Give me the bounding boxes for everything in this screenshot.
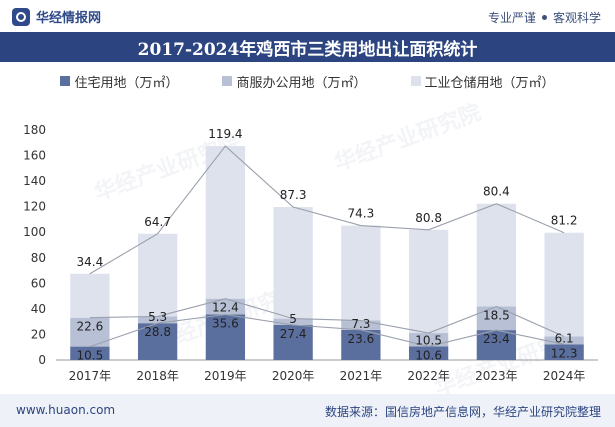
bar-segment [70,273,110,318]
data-label: 74.3 [348,207,375,221]
legend-item-commercial: 商服办公用地（万㎡） [222,72,367,91]
data-label: 10.6 [415,348,442,362]
slogan-left: 专业严谨 [487,11,536,25]
title-bar: 2017-2024年鸡西市三类用地出让面积统计 [0,32,615,62]
data-label: 10.5 [415,333,442,347]
brand[interactable]: 华经情报网 [12,7,101,26]
bar-segment [544,232,584,337]
footer-site[interactable]: www.huaon.com [16,403,116,417]
y-tick-label: 160 [23,149,46,163]
x-tick-label: 2021年 [340,369,383,383]
bar-segment [137,316,178,324]
y-tick-label: 100 [23,225,46,239]
bar-segment [341,320,381,330]
data-label: 35.6 [212,317,239,331]
top-bar: 华经情报网 专业严谨 客观科学 [0,0,615,32]
data-label: 34.4 [77,255,104,269]
dot-separator-icon [541,15,547,20]
bar-segment [205,146,246,299]
data-label: 28.8 [144,325,171,339]
data-label: 7.3 [351,317,370,331]
bar-segment [137,323,178,360]
bar-segment [70,346,110,360]
x-tick-label: 2022年 [407,369,450,383]
data-label: 23.4 [483,332,510,346]
data-label: 23.6 [348,332,375,346]
legend-item-residential: 住宅用地（万㎡） [60,72,178,91]
x-tick-label: 2024年 [543,369,586,383]
data-label: 12.4 [212,301,239,315]
bar-segment [273,324,313,360]
slogan-right: 客观科学 [552,11,601,25]
data-label: 12.3 [551,346,578,360]
y-tick-label: 60 [31,276,46,290]
bar-segment [137,233,178,317]
bar-segment [273,318,313,325]
data-label: 27.4 [280,327,307,341]
series-connector-line [89,298,565,337]
data-label: 80.8 [415,211,442,225]
bar-segment [408,333,449,347]
x-tick-label: 2019年 [204,369,247,383]
bar-segment [205,314,246,360]
slogan: 专业严谨 客观科学 [488,9,601,26]
data-label: 6.1 [555,331,574,345]
legend-label-commercial: 商服办公用地（万㎡） [236,75,367,91]
chart-title: 2017-2024年鸡西市三类用地出让面积统计 [137,39,478,60]
brand-name: 华经情报网 [36,11,102,26]
footer: www.huaon.com 数据来源：国信房地产信息网，华经产业研究院整理 [0,394,615,427]
bar-segment [408,229,449,334]
legend-item-industrial: 工业仓储用地（万㎡） [410,72,555,91]
y-tick-label: 80 [31,251,46,265]
legend-swatch-residential [60,76,71,86]
bar-segment [476,203,517,307]
data-label: 5.3 [148,310,167,324]
legend-label-industrial: 工业仓储用地（万㎡） [424,75,555,91]
y-tick-label: 40 [31,302,46,316]
series-connector-line [89,145,565,275]
bar-segment [476,330,517,360]
bar-segment [273,207,313,319]
y-tick-label: 180 [23,123,46,137]
y-tick-label: 120 [23,200,46,214]
x-tick-label: 2018年 [136,369,179,383]
bar-segment [341,329,381,360]
data-label: 80.4 [483,185,510,199]
y-tick-label: 0 [38,353,46,367]
series-connector-line [89,313,565,348]
x-tick-label: 2017年 [69,369,112,383]
legend-swatch-commercial [222,76,233,86]
bar-segment [544,344,584,360]
stacked-bar-chart: 0 20 40 60 80 100 120 140 160 180 2017年 2018年 2019年 2… [23,123,598,383]
data-label: 119.4 [208,127,242,141]
bar-segment [544,336,584,345]
bar-segment [205,298,246,315]
y-tick-label: 140 [23,174,46,188]
y-tick-label: 20 [31,327,46,341]
data-label: 22.6 [77,320,104,334]
legend-swatch-industrial [410,76,421,86]
data-label: 87.3 [280,188,307,202]
brand-logo-icon [12,7,30,26]
data-label: 5 [289,312,297,326]
x-tick-label: 2023年 [475,369,518,383]
legend: 住宅用地（万㎡） 商服办公用地（万㎡） 工业仓储用地（万㎡） [0,70,615,92]
bar-segment [408,346,449,360]
data-label: 81.2 [551,214,578,228]
data-label: 64.7 [144,215,171,229]
data-label: 18.5 [483,308,510,322]
x-tick-label: 2020年 [272,369,315,383]
bar-segment [341,225,381,321]
data-label: 10.5 [77,349,104,363]
bar-segment [476,306,517,331]
footer-source: 数据来源：国信房地产信息网，华经产业研究院整理 [324,405,601,419]
legend-label-residential: 住宅用地（万㎡） [74,75,179,91]
